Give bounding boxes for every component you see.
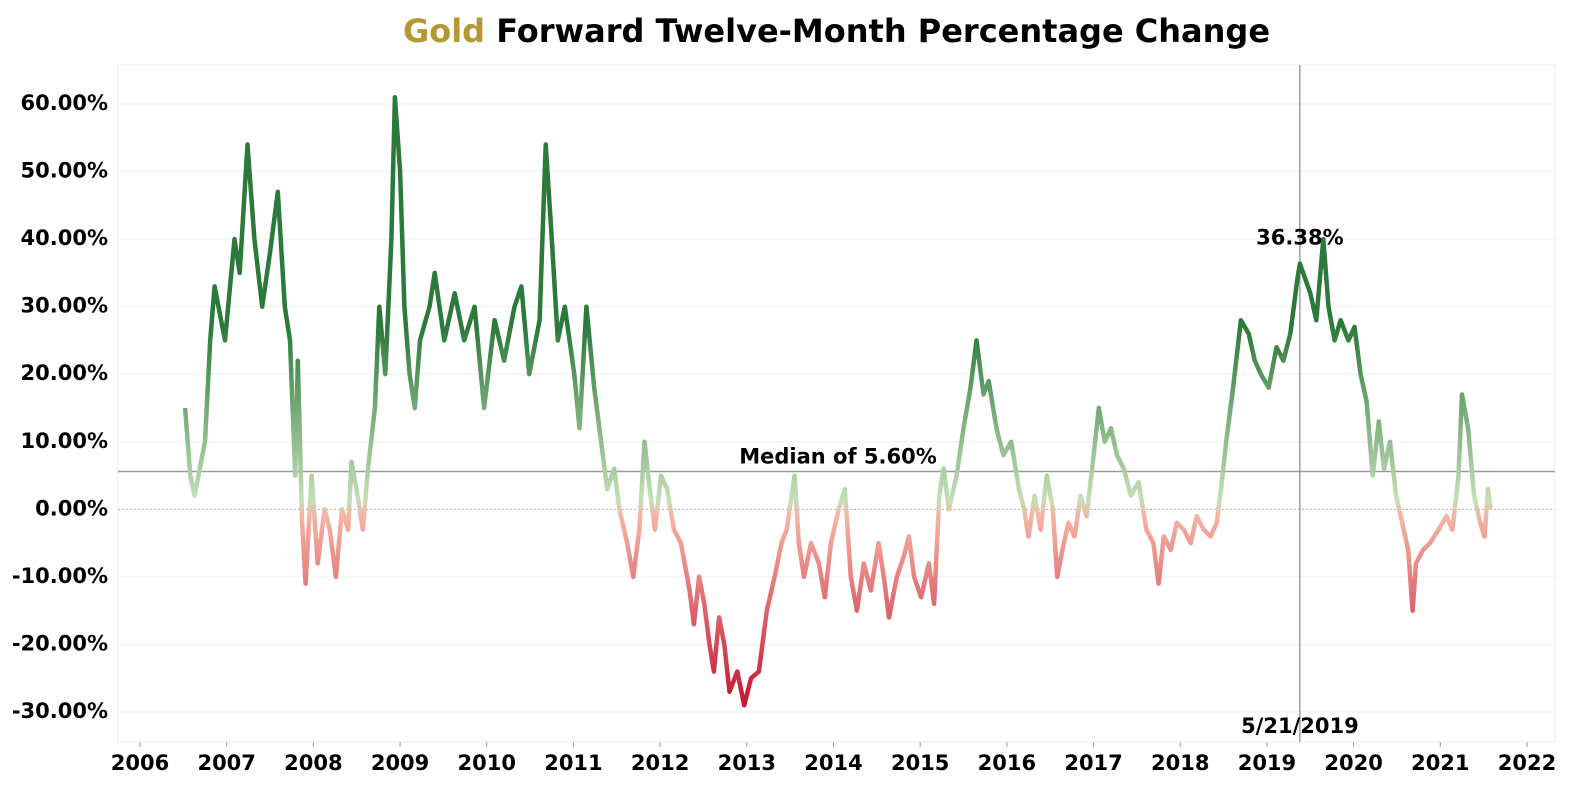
x-tick-label: 2015 xyxy=(891,751,949,775)
point-label: 36.38% xyxy=(1256,226,1343,250)
x-tick-label: 2009 xyxy=(371,751,429,775)
x-tick-label: 2012 xyxy=(631,751,689,775)
chart-title: Gold Forward Twelve-Month Percentage Cha… xyxy=(403,12,1270,50)
y-tick-label: -30.00% xyxy=(12,699,108,723)
y-tick-label: 0.00% xyxy=(35,496,108,520)
x-tick-label: 2021 xyxy=(1411,751,1469,775)
y-tick-label: 50.00% xyxy=(21,159,108,183)
x-tick-label: 2008 xyxy=(284,751,342,775)
x-tick-label: 2007 xyxy=(197,751,255,775)
x-tick-label: 2014 xyxy=(804,751,862,775)
y-tick-label: 30.00% xyxy=(21,294,108,318)
x-tick-label: 2020 xyxy=(1324,751,1382,775)
y-tick-label: -10.00% xyxy=(12,564,108,588)
y-tick-label: -20.00% xyxy=(12,631,108,655)
title-highlight: Gold xyxy=(403,12,485,50)
data-line xyxy=(182,94,1493,708)
x-tick-label: 2010 xyxy=(458,751,516,775)
x-tick-label: 2019 xyxy=(1238,751,1296,775)
plot-area xyxy=(117,64,1556,743)
x-tick-label: 2016 xyxy=(978,751,1036,775)
x-tick-label: 2022 xyxy=(1498,751,1556,775)
x-tick-label: 2006 xyxy=(111,751,169,775)
y-tick-label: 20.00% xyxy=(21,361,108,385)
x-tick-label: 2013 xyxy=(718,751,776,775)
y-tick-label: 10.00% xyxy=(21,429,108,453)
y-tick-label: 60.00% xyxy=(21,91,108,115)
date-label: 5/21/2019 xyxy=(1241,714,1359,738)
y-tick-label: 40.00% xyxy=(21,226,108,250)
x-tick-label: 2018 xyxy=(1151,751,1209,775)
median-label: Median of 5.60% xyxy=(739,445,937,469)
title-main: Forward Twelve-Month Percentage Change xyxy=(496,12,1270,50)
x-tick-label: 2011 xyxy=(544,751,602,775)
x-tick-label: 2017 xyxy=(1064,751,1122,775)
